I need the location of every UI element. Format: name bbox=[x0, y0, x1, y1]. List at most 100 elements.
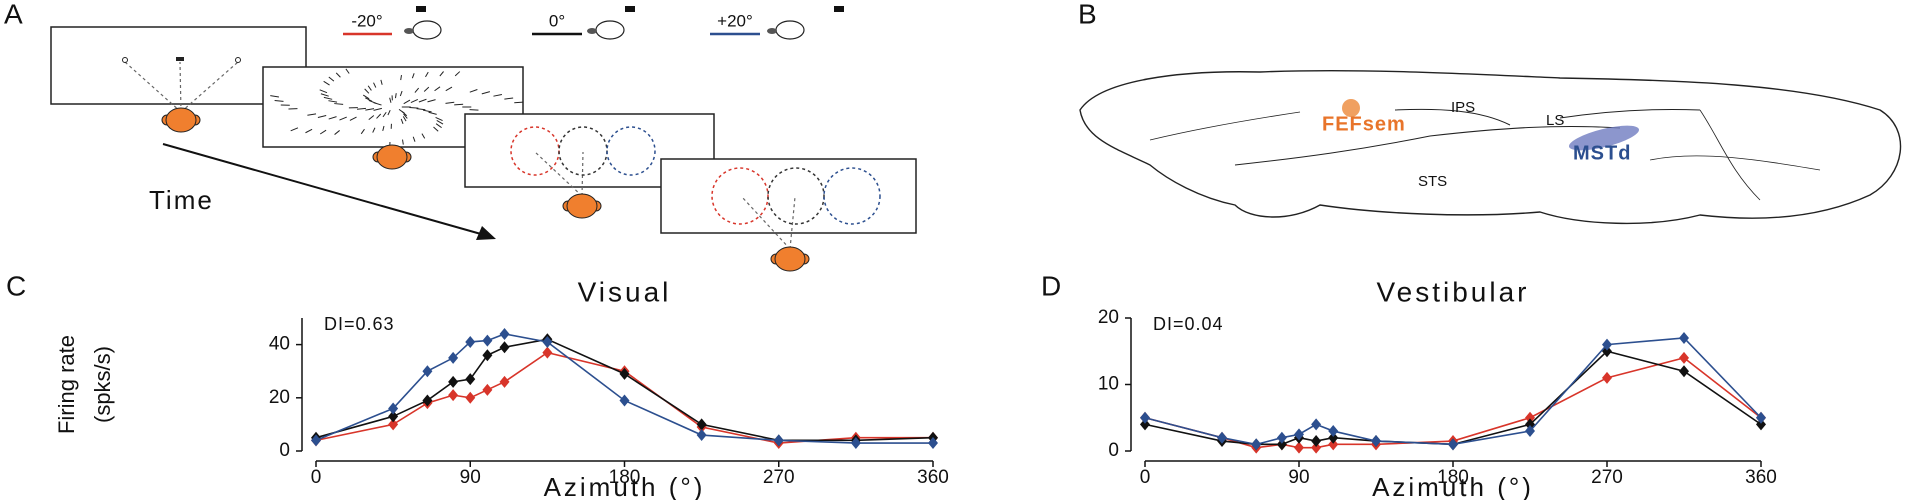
data-point bbox=[499, 341, 510, 354]
data-point bbox=[1276, 431, 1287, 444]
motion-arrow bbox=[411, 73, 415, 79]
motion-arrow bbox=[403, 113, 408, 119]
data-point bbox=[422, 394, 433, 407]
motion-arrow bbox=[469, 109, 479, 111]
area-label: LS bbox=[1546, 112, 1564, 129]
data-point bbox=[696, 418, 707, 431]
motion-arrow bbox=[368, 115, 375, 120]
x-tick-label: 360 bbox=[917, 467, 949, 488]
data-point bbox=[482, 383, 493, 396]
data-point bbox=[448, 375, 459, 388]
motion-arrow bbox=[439, 71, 444, 77]
data-point bbox=[1251, 438, 1262, 451]
motion-arrow bbox=[274, 100, 284, 102]
data-point bbox=[542, 335, 553, 348]
x-tick-label: 0 bbox=[1140, 467, 1151, 488]
legend-label: +20° bbox=[717, 11, 753, 30]
data-point bbox=[465, 391, 476, 404]
motion-arrow bbox=[399, 90, 403, 97]
motion-arrow bbox=[514, 101, 524, 104]
data-point bbox=[422, 365, 433, 378]
time-label: Time bbox=[149, 185, 214, 215]
series-line bbox=[1144, 357, 1762, 449]
data-point bbox=[1679, 365, 1689, 378]
data-point bbox=[465, 335, 476, 348]
chart-title: Vestibular bbox=[1377, 276, 1530, 307]
motion-arrow bbox=[445, 101, 455, 104]
data-point bbox=[388, 402, 399, 415]
y-tick-label: 20 bbox=[1098, 307, 1119, 328]
motion-arrow bbox=[422, 109, 432, 113]
y-tick-label: 0 bbox=[279, 440, 290, 461]
x-axis-label: Azimuth (°) bbox=[1372, 472, 1534, 500]
area-label: MSTd bbox=[1573, 142, 1631, 164]
legend: -20° 0° +20° bbox=[343, 6, 844, 40]
motion-arrow bbox=[400, 74, 402, 81]
motion-arrow bbox=[376, 113, 382, 119]
motion-arrow bbox=[365, 108, 375, 111]
motion-arrow bbox=[270, 95, 280, 98]
motion-arrow bbox=[445, 86, 453, 92]
motion-arrow bbox=[382, 111, 387, 118]
data-point bbox=[388, 418, 399, 431]
y-axis-label: (spks/s) bbox=[90, 346, 115, 423]
motion-arrow bbox=[493, 94, 503, 97]
data-point bbox=[1371, 435, 1381, 448]
motion-arrow bbox=[328, 76, 335, 82]
motion-arrow bbox=[504, 97, 514, 100]
data-point bbox=[1756, 418, 1766, 431]
x-axis-label: Azimuth (°) bbox=[544, 472, 706, 500]
motion-arrow bbox=[454, 103, 464, 106]
data-point bbox=[1294, 428, 1304, 441]
panel-label: C bbox=[6, 270, 26, 301]
y-tick-label: 10 bbox=[1098, 374, 1119, 395]
data-point bbox=[1679, 331, 1689, 344]
motion-arrow bbox=[434, 86, 441, 92]
area-label: FEFsem bbox=[1322, 113, 1406, 135]
y-tick-label: 0 bbox=[1108, 440, 1119, 461]
data-point bbox=[1311, 435, 1322, 448]
motion-arrow bbox=[425, 71, 429, 78]
x-tick-label: 270 bbox=[763, 467, 795, 488]
data-point bbox=[1328, 438, 1339, 451]
motion-arrow bbox=[372, 127, 376, 133]
motion-arrow bbox=[323, 80, 330, 86]
data-point bbox=[482, 334, 493, 347]
motion-arrow bbox=[320, 93, 329, 97]
data-point bbox=[773, 434, 784, 447]
data-point bbox=[1602, 338, 1612, 351]
motion-arrow bbox=[319, 129, 327, 135]
data-point bbox=[1328, 425, 1339, 438]
data-point bbox=[1276, 438, 1287, 451]
motion-arrow bbox=[356, 107, 366, 110]
data-point bbox=[928, 437, 938, 450]
motion-arrow bbox=[290, 127, 299, 132]
brain bbox=[1079, 69, 1902, 225]
data-point bbox=[1311, 418, 1322, 431]
data-point bbox=[499, 327, 510, 340]
motion-arrow bbox=[319, 89, 328, 94]
x-tick-label: 270 bbox=[1591, 467, 1623, 488]
motion-arrow bbox=[328, 100, 338, 103]
motion-arrow bbox=[481, 91, 491, 95]
x-tick-label: 180 bbox=[609, 467, 641, 488]
motion-arrow bbox=[349, 116, 357, 121]
data-point bbox=[311, 434, 321, 447]
data-point bbox=[1602, 371, 1612, 384]
data-point bbox=[1140, 411, 1150, 424]
motion-arrow bbox=[365, 97, 373, 102]
x-tick-label: 0 bbox=[311, 467, 322, 488]
y-tick-label: 20 bbox=[269, 387, 290, 408]
motion-arrow bbox=[454, 71, 461, 77]
motion-arrow bbox=[335, 72, 341, 78]
data-point bbox=[388, 410, 399, 423]
data-point bbox=[1311, 441, 1322, 454]
motion-arrow bbox=[339, 116, 347, 121]
x-tick-label: 360 bbox=[1745, 467, 1777, 488]
y-axis-label: Firing rate bbox=[54, 335, 79, 434]
motion-arrow bbox=[328, 116, 337, 120]
data-point bbox=[1448, 438, 1458, 451]
motion-arrow bbox=[435, 116, 443, 122]
motion-arrow bbox=[368, 99, 377, 104]
